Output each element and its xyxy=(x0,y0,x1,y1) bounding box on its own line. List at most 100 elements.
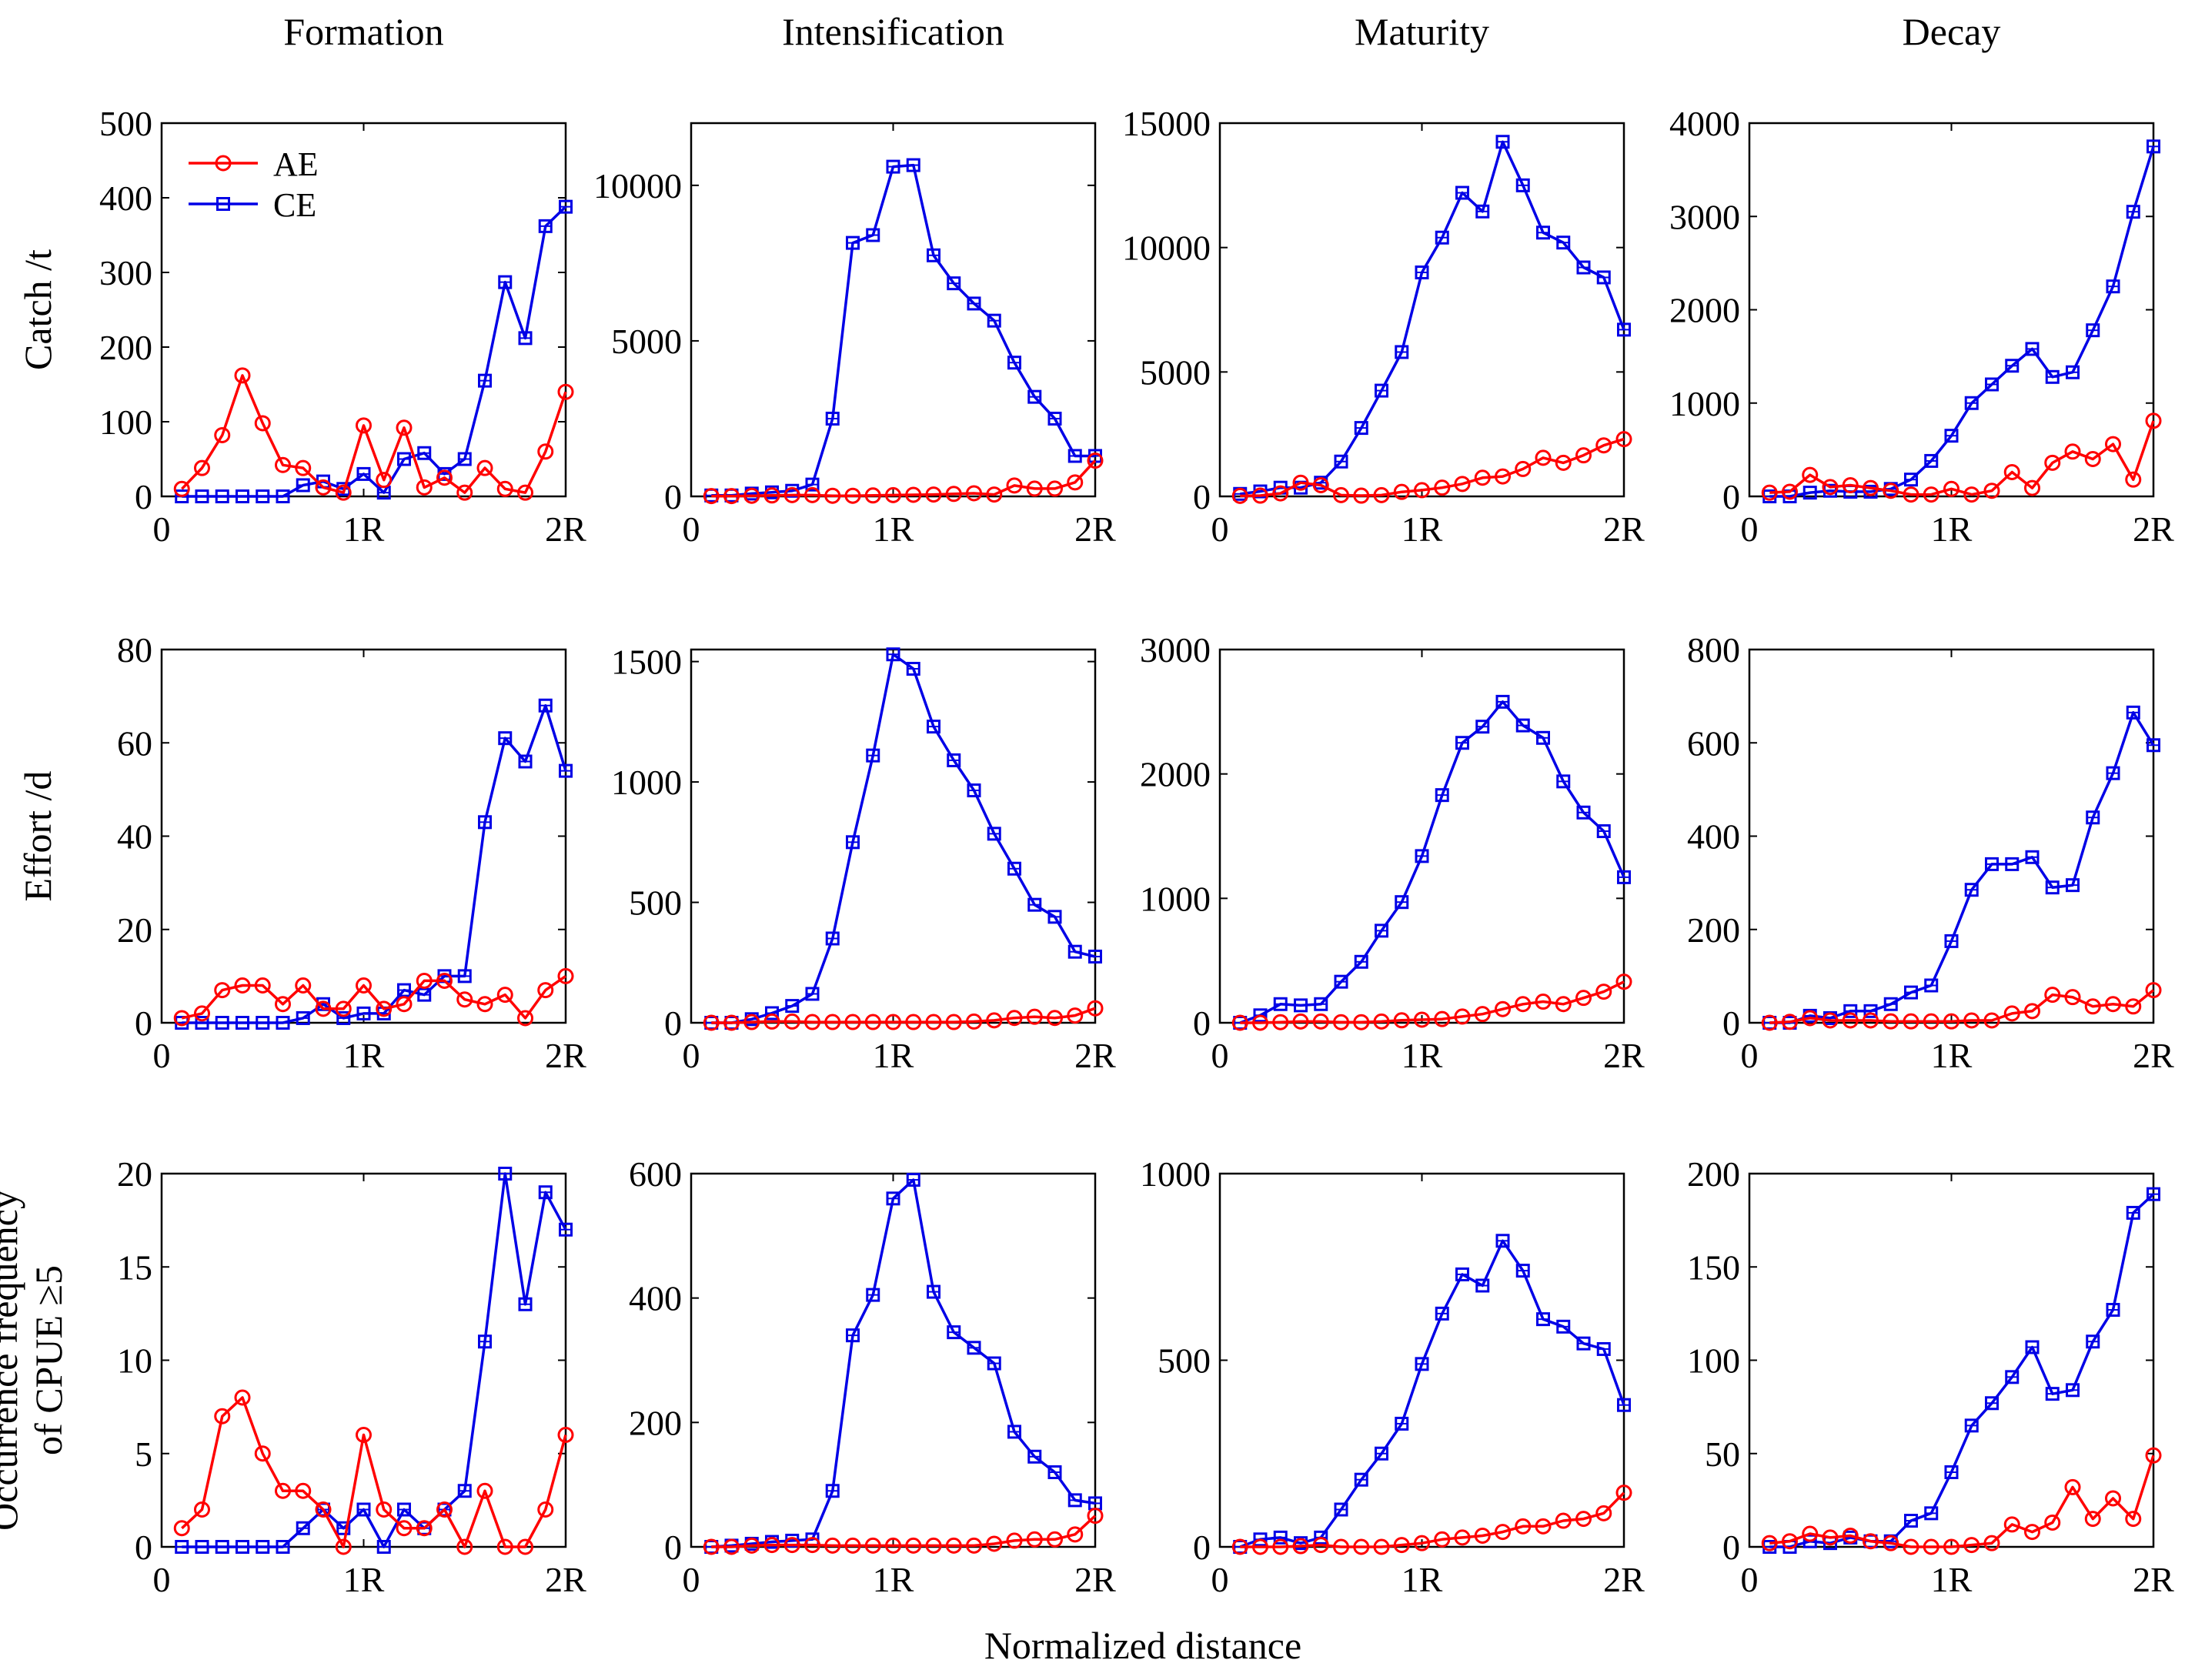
point-AE xyxy=(1231,1014,1248,1031)
point-AE xyxy=(254,977,271,994)
point-AE xyxy=(986,486,1003,503)
panel-3-3: 0 1R 2R 0 500 1000 xyxy=(1140,1154,1645,1599)
series-line-AE xyxy=(181,374,567,494)
point-AE xyxy=(1067,1526,1084,1543)
y-tick-label: 15000 xyxy=(1122,104,1211,143)
point-AE xyxy=(783,1537,800,1554)
row-ylabel-line: Occurrence frequency xyxy=(0,1190,25,1531)
x-tick-label: 1R xyxy=(873,1560,914,1599)
axes-box xyxy=(1218,1172,1625,1548)
y-tick-label: 40 xyxy=(117,817,152,857)
point-AE xyxy=(1414,1011,1430,1028)
point-AE xyxy=(1006,1532,1023,1549)
series-line-AE xyxy=(1769,420,2155,496)
point-AE xyxy=(2003,1516,2020,1533)
series-line-CE xyxy=(1769,711,2155,1024)
point-AE xyxy=(1414,1535,1430,1551)
point-AE xyxy=(1333,486,1349,503)
y-tick-label: 200 xyxy=(629,1403,682,1442)
point-AE xyxy=(925,1537,942,1554)
series-line-CE xyxy=(182,1172,567,1548)
point-AE xyxy=(763,1537,780,1554)
y-tick-label: 0 xyxy=(1193,1004,1211,1043)
point-AE xyxy=(2084,451,2101,467)
point-AE xyxy=(173,1010,190,1027)
point-AE xyxy=(416,1520,433,1537)
point-AE xyxy=(2003,463,2020,480)
x-tick-label: 1R xyxy=(1402,509,1443,549)
point-AE xyxy=(1963,1012,1980,1029)
point-AE xyxy=(456,484,473,501)
series-line-CE xyxy=(1769,1193,2155,1548)
y-tick-label: 10000 xyxy=(593,166,682,205)
y-tick-label: 800 xyxy=(1687,630,1740,670)
point-AE xyxy=(1822,1012,1839,1029)
point-AE xyxy=(234,367,251,384)
axes-box xyxy=(160,122,567,498)
point-AE xyxy=(2064,1478,2081,1495)
point-AE xyxy=(476,996,493,1013)
point-AE xyxy=(824,1537,841,1554)
point-AE xyxy=(194,1005,210,1022)
x-tick-label: 0 xyxy=(1741,509,1759,549)
point-AE xyxy=(436,469,453,486)
point-AE xyxy=(1782,1014,1798,1030)
point-AE xyxy=(864,1537,881,1554)
point-AE xyxy=(743,487,760,504)
point-AE xyxy=(1454,476,1471,493)
point-AE xyxy=(1983,1535,2000,1551)
point-AE xyxy=(1782,483,1798,500)
point-AE xyxy=(1595,984,1612,1000)
y-tick-label: 60 xyxy=(117,723,152,763)
point-AE xyxy=(743,1537,760,1554)
point-AE xyxy=(557,1427,574,1443)
x-tick-label: 2R xyxy=(545,509,586,549)
point-AE xyxy=(1943,1538,1959,1555)
point-AE xyxy=(1903,486,1919,503)
point-AE xyxy=(1272,485,1289,502)
point-AE xyxy=(1595,437,1612,454)
point-AE xyxy=(1883,483,1899,499)
point-AE xyxy=(1454,1008,1471,1025)
y-tick-label: 3000 xyxy=(1140,630,1211,670)
point-AE xyxy=(234,1389,251,1406)
point-AE xyxy=(1434,479,1451,496)
row-ylabels: Catch /t Effort /d Occurrence frequencyof … xyxy=(0,249,70,1531)
point-AE xyxy=(1454,1529,1471,1546)
point-AE xyxy=(1414,482,1430,499)
point-AE xyxy=(885,486,901,503)
point-AE xyxy=(456,1538,473,1555)
point-AE xyxy=(945,486,962,503)
y-tick-label: 0 xyxy=(1193,477,1211,516)
point-AE xyxy=(1292,1538,1309,1555)
point-AE xyxy=(986,1012,1003,1029)
point-AE xyxy=(1333,1538,1349,1555)
point-AE xyxy=(1006,1010,1023,1027)
y-tick-label: 20 xyxy=(117,910,152,950)
point-AE xyxy=(416,479,433,496)
point-AE xyxy=(2125,471,2142,488)
legend-label-CE: CE xyxy=(273,186,316,224)
y-tick-label: 0 xyxy=(664,477,682,516)
legend-label-AE: AE xyxy=(273,145,319,183)
x-axis-label: Normalized distance xyxy=(984,1624,1301,1667)
point-AE xyxy=(1883,1013,1899,1030)
point-AE xyxy=(1495,1000,1511,1017)
point-AE xyxy=(1595,1505,1612,1521)
y-tick-label: 1500 xyxy=(611,643,682,682)
series-line-CE xyxy=(182,704,567,1024)
point-AE xyxy=(1802,1525,1819,1542)
axes-box xyxy=(1748,648,2155,1024)
y-tick-label: 5000 xyxy=(611,322,682,361)
point-AE xyxy=(2003,1005,2020,1022)
y-tick-label: 500 xyxy=(1158,1341,1211,1381)
y-tick-label: 0 xyxy=(135,477,152,516)
series-line-AE xyxy=(711,459,1097,498)
point-AE xyxy=(356,417,372,434)
y-tick-label: 0 xyxy=(1193,1528,1211,1567)
point-AE xyxy=(1575,1511,1592,1528)
point-AE xyxy=(1292,1013,1309,1030)
point-AE xyxy=(885,1014,901,1030)
